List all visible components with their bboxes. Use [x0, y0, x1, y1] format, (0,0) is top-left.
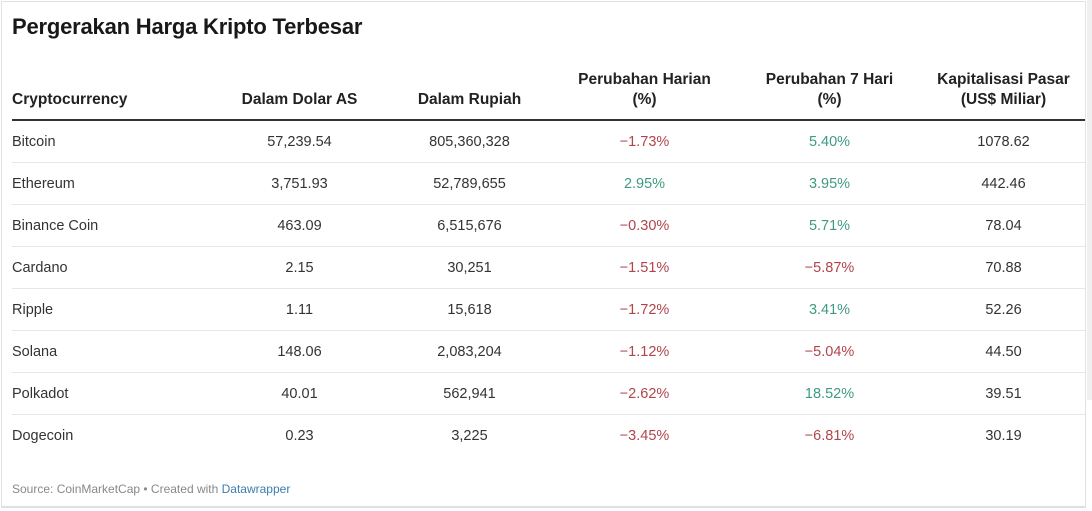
table-row: Solana 148.06 2,083,204 −1.12% −5.04% 44.50: [12, 330, 1085, 373]
cell-daily-change: −1.73%: [552, 120, 737, 163]
table-row: Dogecoin 0.23 3,225 −3.45% −6.81% 30.19: [12, 415, 1085, 457]
cell-usd: 57,239.54: [212, 120, 387, 163]
cell-name: Ethereum: [12, 162, 212, 205]
cell-market-cap: 52.26: [922, 288, 1085, 331]
table-header-row: Cryptocurrency Dalam Dolar AS Dalam Rupi…: [12, 70, 1085, 121]
header-daily-change: Perubahan Harian (%): [552, 70, 737, 121]
cell-weekly-change: 5.40%: [737, 120, 922, 163]
cell-daily-change: 2.95%: [552, 162, 737, 205]
cell-name: Cardano: [12, 246, 212, 289]
cell-idr: 6,515,676: [387, 204, 552, 247]
cell-daily-change: −0.30%: [552, 204, 737, 247]
cell-weekly-change: 3.41%: [737, 288, 922, 331]
cell-market-cap: 30.19: [985, 427, 1022, 444]
cell-idr: 15,618: [387, 288, 552, 331]
cell-name: Polkadot: [12, 372, 212, 415]
footer-source: Source: CoinMarketCap • Created with Dat…: [12, 482, 291, 496]
cell-daily-change: −1.72%: [552, 288, 737, 331]
cell-weekly-change: −6.81%: [804, 427, 855, 444]
table-row: Ethereum 3,751.93 52,789,655 2.95% 3.95% 442.…: [12, 162, 1085, 205]
header-weekly-change: Perubahan 7 Hari (%): [737, 70, 922, 121]
cell-weekly-change: 5.71%: [737, 204, 922, 247]
cell-usd: 463.09: [212, 204, 387, 247]
cell-daily-change: −2.62%: [552, 372, 737, 415]
cell-usd: 2.15: [212, 246, 387, 289]
cell-name: Binance Coin: [12, 204, 212, 247]
cell-usd: 148.06: [212, 330, 387, 373]
table-row: Polkadot 40.01 562,941 −2.62% 18.52% 39.51: [12, 372, 1085, 415]
cell-usd: 0.23: [285, 427, 314, 444]
table-row: Ripple 1.11 15,618 −1.72% 3.41% 52.26: [12, 288, 1085, 331]
cell-name: Ripple: [12, 288, 212, 331]
cell-idr: 3,225: [451, 427, 488, 444]
header-usd: Dalam Dolar AS: [212, 70, 387, 121]
cell-market-cap: 70.88: [922, 246, 1085, 289]
cell-name: Bitcoin: [12, 120, 212, 163]
table-row: Cardano 2.15 30,251 −1.51% −5.87% 70.88: [12, 246, 1085, 289]
cell-idr: 2,083,204: [387, 330, 552, 373]
table-row: Bitcoin 57,239.54 805,360,328 −1.73% 5.40% 10…: [12, 120, 1085, 163]
cell-weekly-change: −5.04%: [737, 330, 922, 373]
datawrapper-link[interactable]: Datawrapper: [221, 482, 291, 496]
cell-daily-change: −1.51%: [552, 246, 737, 289]
table-row: Binance Coin 463.09 6,515,676 −0.30% 5.71% 78…: [12, 204, 1085, 247]
cell-usd: 40.01: [212, 372, 387, 415]
cell-market-cap: 1078.62: [922, 120, 1085, 163]
cell-market-cap: 78.04: [922, 204, 1085, 247]
cell-name: Dogecoin: [12, 427, 74, 444]
cell-usd: 1.11: [212, 288, 387, 331]
cell-usd: 3,751.93: [212, 162, 387, 205]
cell-market-cap: 44.50: [922, 330, 1085, 373]
header-cryptocurrency: Cryptocurrency: [12, 70, 212, 121]
cell-market-cap: 442.46: [922, 162, 1085, 205]
cell-weekly-change: −5.87%: [737, 246, 922, 289]
scrollbar[interactable]: [1087, 0, 1092, 400]
cell-idr: 562,941: [387, 372, 552, 415]
cell-weekly-change: 18.52%: [737, 372, 922, 415]
cell-market-cap: 39.51: [922, 372, 1085, 415]
cell-idr: 30,251: [387, 246, 552, 289]
cell-daily-change: −3.45%: [619, 427, 670, 444]
page-title: Pergerakan Harga Kripto Terbesar: [12, 14, 363, 39]
cell-idr: 805,360,328: [387, 120, 552, 163]
header-market-cap: Kapitalisasi Pasar (US$ Miliar): [922, 70, 1085, 121]
cell-idr: 52,789,655: [387, 162, 552, 205]
crypto-table: Cryptocurrency Dalam Dolar AS Dalam Rupi…: [12, 70, 1085, 456]
cell-weekly-change: 3.95%: [737, 162, 922, 205]
header-idr: Dalam Rupiah: [387, 70, 552, 121]
cell-daily-change: −1.12%: [552, 330, 737, 373]
cell-name: Solana: [12, 330, 212, 373]
